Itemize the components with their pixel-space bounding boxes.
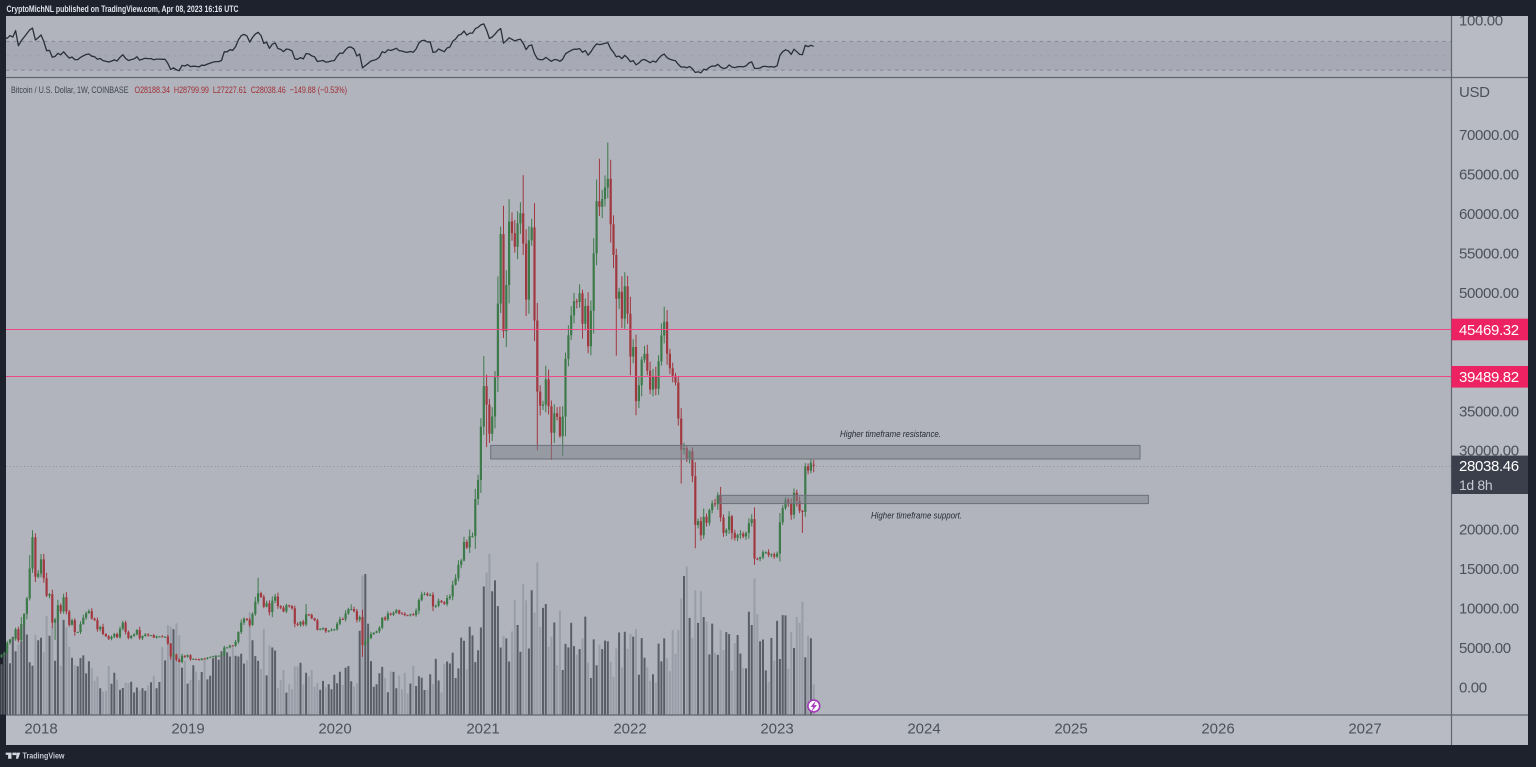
svg-text:55000.00: 55000.00 [1459, 245, 1519, 262]
svg-text:2019: 2019 [171, 721, 204, 738]
svg-text:100.00: 100.00 [1459, 12, 1503, 29]
svg-text:2024: 2024 [907, 721, 940, 738]
svg-text:CryptoMichNL published on Trad: CryptoMichNL published on TradingView.co… [7, 4, 239, 15]
svg-text:O28188.34 H28799.99 L27227.6: O28188.34 H28799.99 L27227.61 C28038.46 … [135, 85, 348, 96]
svg-text:2022: 2022 [613, 721, 646, 738]
svg-text:15000.00: 15000.00 [1459, 561, 1519, 578]
svg-text:5000.00: 5000.00 [1459, 640, 1511, 657]
svg-text:Higher timeframe resistance.: Higher timeframe resistance. [840, 429, 941, 440]
svg-text:2021: 2021 [466, 721, 499, 738]
svg-text:70000.00: 70000.00 [1459, 127, 1519, 144]
svg-text:2020: 2020 [318, 721, 351, 738]
svg-text:0.00: 0.00 [1459, 680, 1487, 697]
svg-text:35000.00: 35000.00 [1459, 403, 1519, 420]
svg-text:45469.32: 45469.32 [1459, 322, 1519, 339]
svg-text:2025: 2025 [1054, 721, 1087, 738]
svg-text:2026: 2026 [1201, 721, 1234, 738]
svg-text:2023: 2023 [760, 721, 793, 738]
svg-text:10000.00: 10000.00 [1459, 601, 1519, 618]
svg-text:Higher timeframe support.: Higher timeframe support. [871, 511, 962, 522]
svg-text:TradingView: TradingView [23, 752, 66, 761]
svg-text:2018: 2018 [24, 721, 57, 738]
svg-text:50000.00: 50000.00 [1459, 285, 1519, 302]
svg-text:20000.00: 20000.00 [1459, 522, 1519, 539]
svg-text:Bitcoin / U.S. Dollar, 1W, COI: Bitcoin / U.S. Dollar, 1W, COINBASE [11, 85, 129, 96]
svg-text:65000.00: 65000.00 [1459, 166, 1519, 183]
svg-text:1d 8h: 1d 8h [1459, 477, 1492, 493]
svg-text:60000.00: 60000.00 [1459, 206, 1519, 223]
svg-text:30000.00: 30000.00 [1459, 443, 1519, 460]
svg-text:39489.82: 39489.82 [1459, 369, 1519, 386]
svg-text:28038.46: 28038.46 [1459, 458, 1519, 475]
svg-text:2027: 2027 [1348, 721, 1381, 738]
svg-text:USD: USD [1459, 84, 1490, 101]
